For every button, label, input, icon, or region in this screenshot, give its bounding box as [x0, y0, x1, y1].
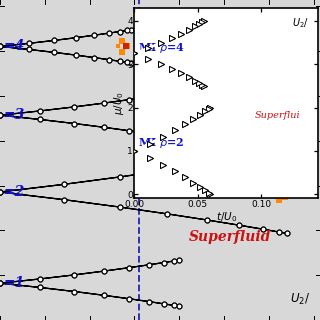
Text: MI $\rho$=4: MI $\rho$=4: [138, 41, 185, 55]
Text: $U_2/$: $U_2/$: [292, 17, 309, 30]
Text: Superfluid: Superfluid: [189, 230, 272, 244]
Text: MI $\rho$=2: MI $\rho$=2: [138, 136, 185, 150]
Text: =3: =3: [3, 108, 24, 122]
Text: $U_2/$: $U_2/$: [290, 292, 310, 307]
Text: Superflui: Superflui: [255, 111, 300, 120]
X-axis label: $t/U_0$: $t/U_0$: [216, 210, 237, 224]
Y-axis label: $\mu/U_0$: $\mu/U_0$: [112, 91, 126, 115]
Text: =1: =1: [3, 276, 24, 290]
Text: =4: =4: [3, 39, 24, 53]
Text: =2: =2: [3, 185, 24, 199]
